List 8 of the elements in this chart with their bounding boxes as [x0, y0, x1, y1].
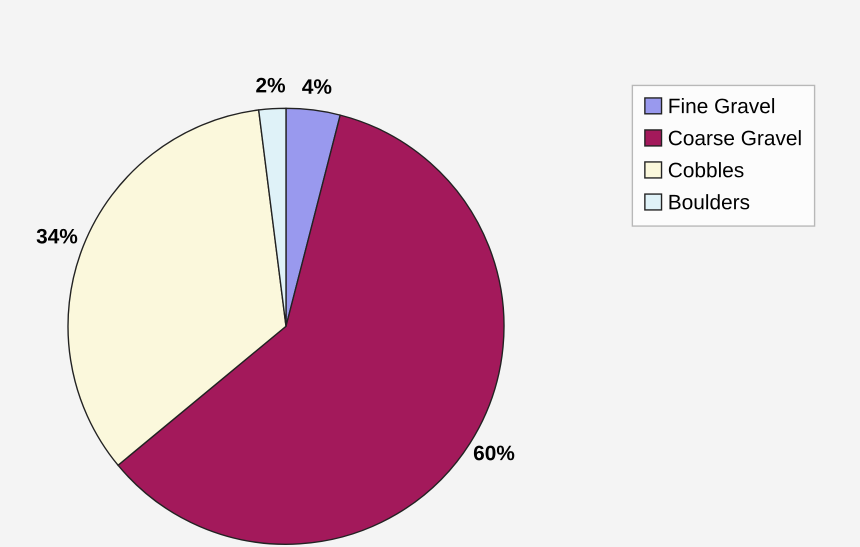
data-label: 60% — [474, 446, 514, 460]
data-label: 4% — [302, 79, 332, 94]
data-label: 2% — [256, 78, 286, 92]
legend-label: Coarse Gravel — [668, 130, 801, 146]
legend-label: Fine Gravel — [669, 98, 774, 114]
data-label: 34% — [36, 228, 78, 244]
legend-label: Boulders — [669, 194, 750, 210]
legend-label: Cobbles — [668, 162, 744, 178]
